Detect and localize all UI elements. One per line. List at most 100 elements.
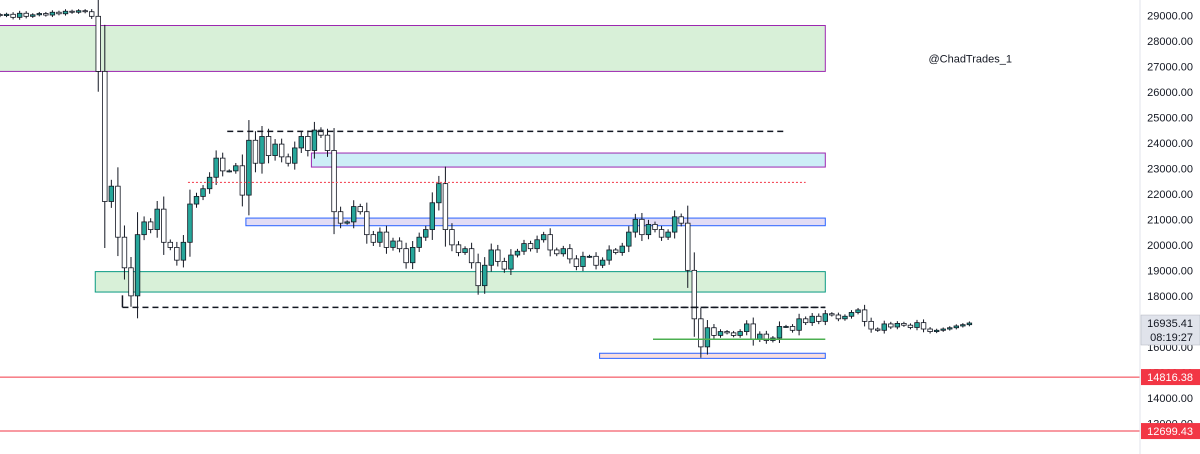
candle-up xyxy=(429,202,435,230)
candle-down xyxy=(167,241,173,248)
candle-down xyxy=(750,323,756,340)
candle-up xyxy=(933,329,940,332)
y-tick-label: 22000.00 xyxy=(1147,189,1193,201)
candles-layer xyxy=(0,0,973,358)
candle-down xyxy=(396,240,403,250)
candle-up xyxy=(881,323,887,331)
candle-up xyxy=(423,229,429,238)
candle-down xyxy=(789,326,796,331)
candle-up xyxy=(187,203,193,243)
candle-up xyxy=(292,147,298,164)
candle-up xyxy=(606,249,612,261)
candle-up xyxy=(416,236,422,248)
candle-down xyxy=(305,136,311,151)
candle-down xyxy=(868,320,874,330)
candle-up xyxy=(108,185,115,202)
candle-up xyxy=(409,247,416,264)
candle-up xyxy=(298,136,304,149)
candle-up xyxy=(822,313,828,322)
candle-down xyxy=(219,157,226,172)
candle-up xyxy=(848,312,855,317)
candle-down xyxy=(252,139,259,164)
candle-down xyxy=(685,222,691,271)
candle-up xyxy=(462,248,468,253)
candle-up xyxy=(580,255,586,267)
candle-up xyxy=(180,241,187,261)
candle-down xyxy=(364,211,370,236)
candle-down xyxy=(658,229,665,238)
candle-down xyxy=(927,328,933,332)
zone-supply-green xyxy=(0,25,826,72)
candle-down xyxy=(691,269,697,320)
candle-down xyxy=(174,247,180,261)
candle-up xyxy=(704,327,711,348)
candle-up xyxy=(3,13,10,16)
candle-down xyxy=(265,136,272,156)
y-tick-label: 20000.00 xyxy=(1147,240,1193,252)
candle-up xyxy=(947,327,953,330)
candle-up xyxy=(894,323,901,328)
candle-up xyxy=(377,231,383,243)
candle-down xyxy=(357,206,363,213)
candle-down xyxy=(698,318,704,348)
candle-down xyxy=(861,309,868,322)
candle-up xyxy=(842,315,848,320)
candle-down xyxy=(82,10,88,13)
y-tick-label: 29000.00 xyxy=(1147,10,1193,22)
candle-down xyxy=(95,15,101,72)
candle-down xyxy=(730,332,737,336)
candle-down xyxy=(0,14,3,16)
candle-up xyxy=(508,254,514,270)
watermark: @ChadTrades_1 xyxy=(928,53,1012,65)
candle-up xyxy=(30,14,36,17)
candle-down xyxy=(161,208,167,243)
candle-down xyxy=(455,244,462,253)
candle-up xyxy=(940,328,946,331)
candle-down xyxy=(802,318,809,324)
y-tick-label: 25000.00 xyxy=(1147,112,1193,124)
candle-down xyxy=(829,313,835,316)
zones-layer xyxy=(0,25,826,359)
zone-demand-green xyxy=(94,271,826,293)
candle-down xyxy=(573,258,580,267)
candle-up xyxy=(436,183,442,204)
candle-down xyxy=(56,11,62,15)
candle-down xyxy=(324,134,331,151)
candle-up xyxy=(350,206,357,223)
candle-down xyxy=(501,261,508,270)
candle-up xyxy=(488,249,494,266)
candle-up xyxy=(534,239,540,250)
candle-down xyxy=(835,314,842,320)
candle-down xyxy=(875,328,881,331)
candle-down xyxy=(907,324,914,328)
zone-lilac xyxy=(245,217,826,227)
candle-down xyxy=(147,221,154,230)
candle-down xyxy=(383,231,390,248)
candle-up xyxy=(390,240,396,248)
candle-up xyxy=(665,231,671,238)
candle-down xyxy=(69,10,75,13)
candle-down xyxy=(468,248,475,264)
y-tick-label: 21000.00 xyxy=(1147,214,1193,226)
candle-down xyxy=(278,143,285,158)
candle-down xyxy=(678,216,684,224)
candle-down xyxy=(102,71,108,202)
candle-down xyxy=(547,234,553,251)
candle-down xyxy=(652,224,658,230)
countdown-label: 08:19:27 xyxy=(1150,332,1193,344)
candle-down xyxy=(43,13,49,16)
level-tag-label: 12699.43 xyxy=(1147,426,1193,438)
candle-down xyxy=(495,249,501,262)
candle-up xyxy=(311,129,318,151)
candle-down xyxy=(10,13,16,18)
candle-down xyxy=(89,11,95,17)
candle-up xyxy=(953,325,959,329)
price-axis[interactable]: 13000.0014000.0015000.0016000.0017000.00… xyxy=(1139,0,1200,454)
candle-up xyxy=(599,259,606,266)
candle-up xyxy=(809,315,815,324)
y-tick-label: 27000.00 xyxy=(1147,61,1193,73)
candle-up xyxy=(134,234,141,297)
candle-up xyxy=(521,243,527,252)
candle-up xyxy=(200,188,206,197)
